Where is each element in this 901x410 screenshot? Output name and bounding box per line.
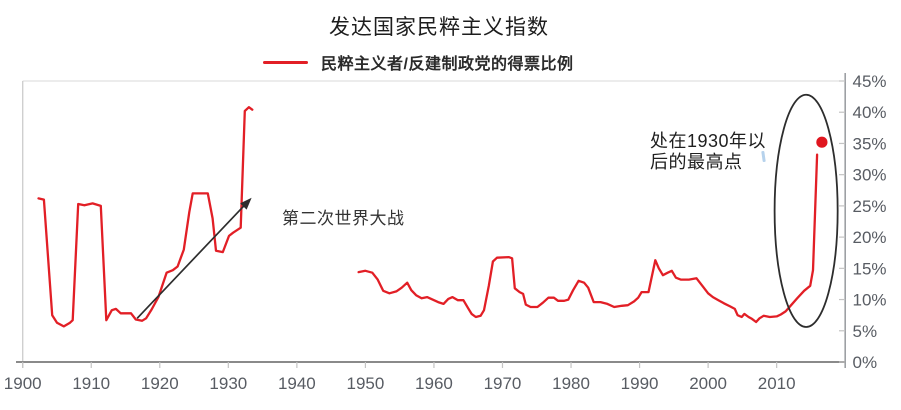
y-tick-label: 10% — [853, 291, 887, 310]
y-tick-label: 25% — [853, 197, 887, 216]
annotation-post-1930-high-line1: 处在1930年以 — [650, 131, 767, 151]
x-tick-label: 1970 — [484, 374, 522, 393]
x-tick-label: 1950 — [346, 374, 384, 393]
x-tick-label: 2010 — [758, 374, 796, 393]
latest-point-marker — [816, 136, 828, 148]
y-tick-label: 5% — [853, 322, 878, 341]
x-tick-label: 1900 — [4, 374, 42, 393]
x-tick-label: 1920 — [141, 374, 179, 393]
series-line-segment — [357, 153, 819, 324]
x-tick-label: 1940 — [278, 374, 316, 393]
legend-label: 民粹主义者/反建制政党的得票比例 — [321, 56, 574, 73]
y-tick-label: 40% — [853, 103, 887, 122]
ww2-arrow-shaft — [136, 203, 247, 319]
annotation-post-1930-high: 处在1930年以 后的最高点 — [650, 131, 766, 173]
y-tick-label: 20% — [853, 228, 887, 247]
x-tick-label: 1930 — [209, 374, 247, 393]
ww2-arrow-head — [240, 197, 252, 210]
series-line-segment — [37, 106, 254, 328]
y-tick-label: 35% — [853, 134, 887, 153]
highlight-ellipse — [773, 93, 839, 328]
y-tick-label: 0% — [853, 353, 878, 372]
chart-title: 发达国家民粹主义指数 — [329, 15, 549, 39]
x-tick-label: 1980 — [552, 374, 590, 393]
y-tick-label: 45% — [853, 72, 887, 91]
x-tick-label: 1990 — [621, 374, 659, 393]
y-tick-label: 30% — [853, 166, 887, 185]
annotation-post-1930-high-line2: 后的最高点 — [650, 152, 743, 172]
annotation-ww2: 第二次世界大战 — [282, 209, 405, 229]
legend: 民粹主义者/反建制政党的得票比例 — [263, 52, 574, 73]
x-tick-label: 2000 — [689, 374, 727, 393]
x-tick-label: 1960 — [415, 374, 453, 393]
legend-line-swatch — [263, 60, 308, 64]
x-tick-label: 1910 — [72, 374, 110, 393]
y-tick-label: 15% — [853, 259, 887, 278]
